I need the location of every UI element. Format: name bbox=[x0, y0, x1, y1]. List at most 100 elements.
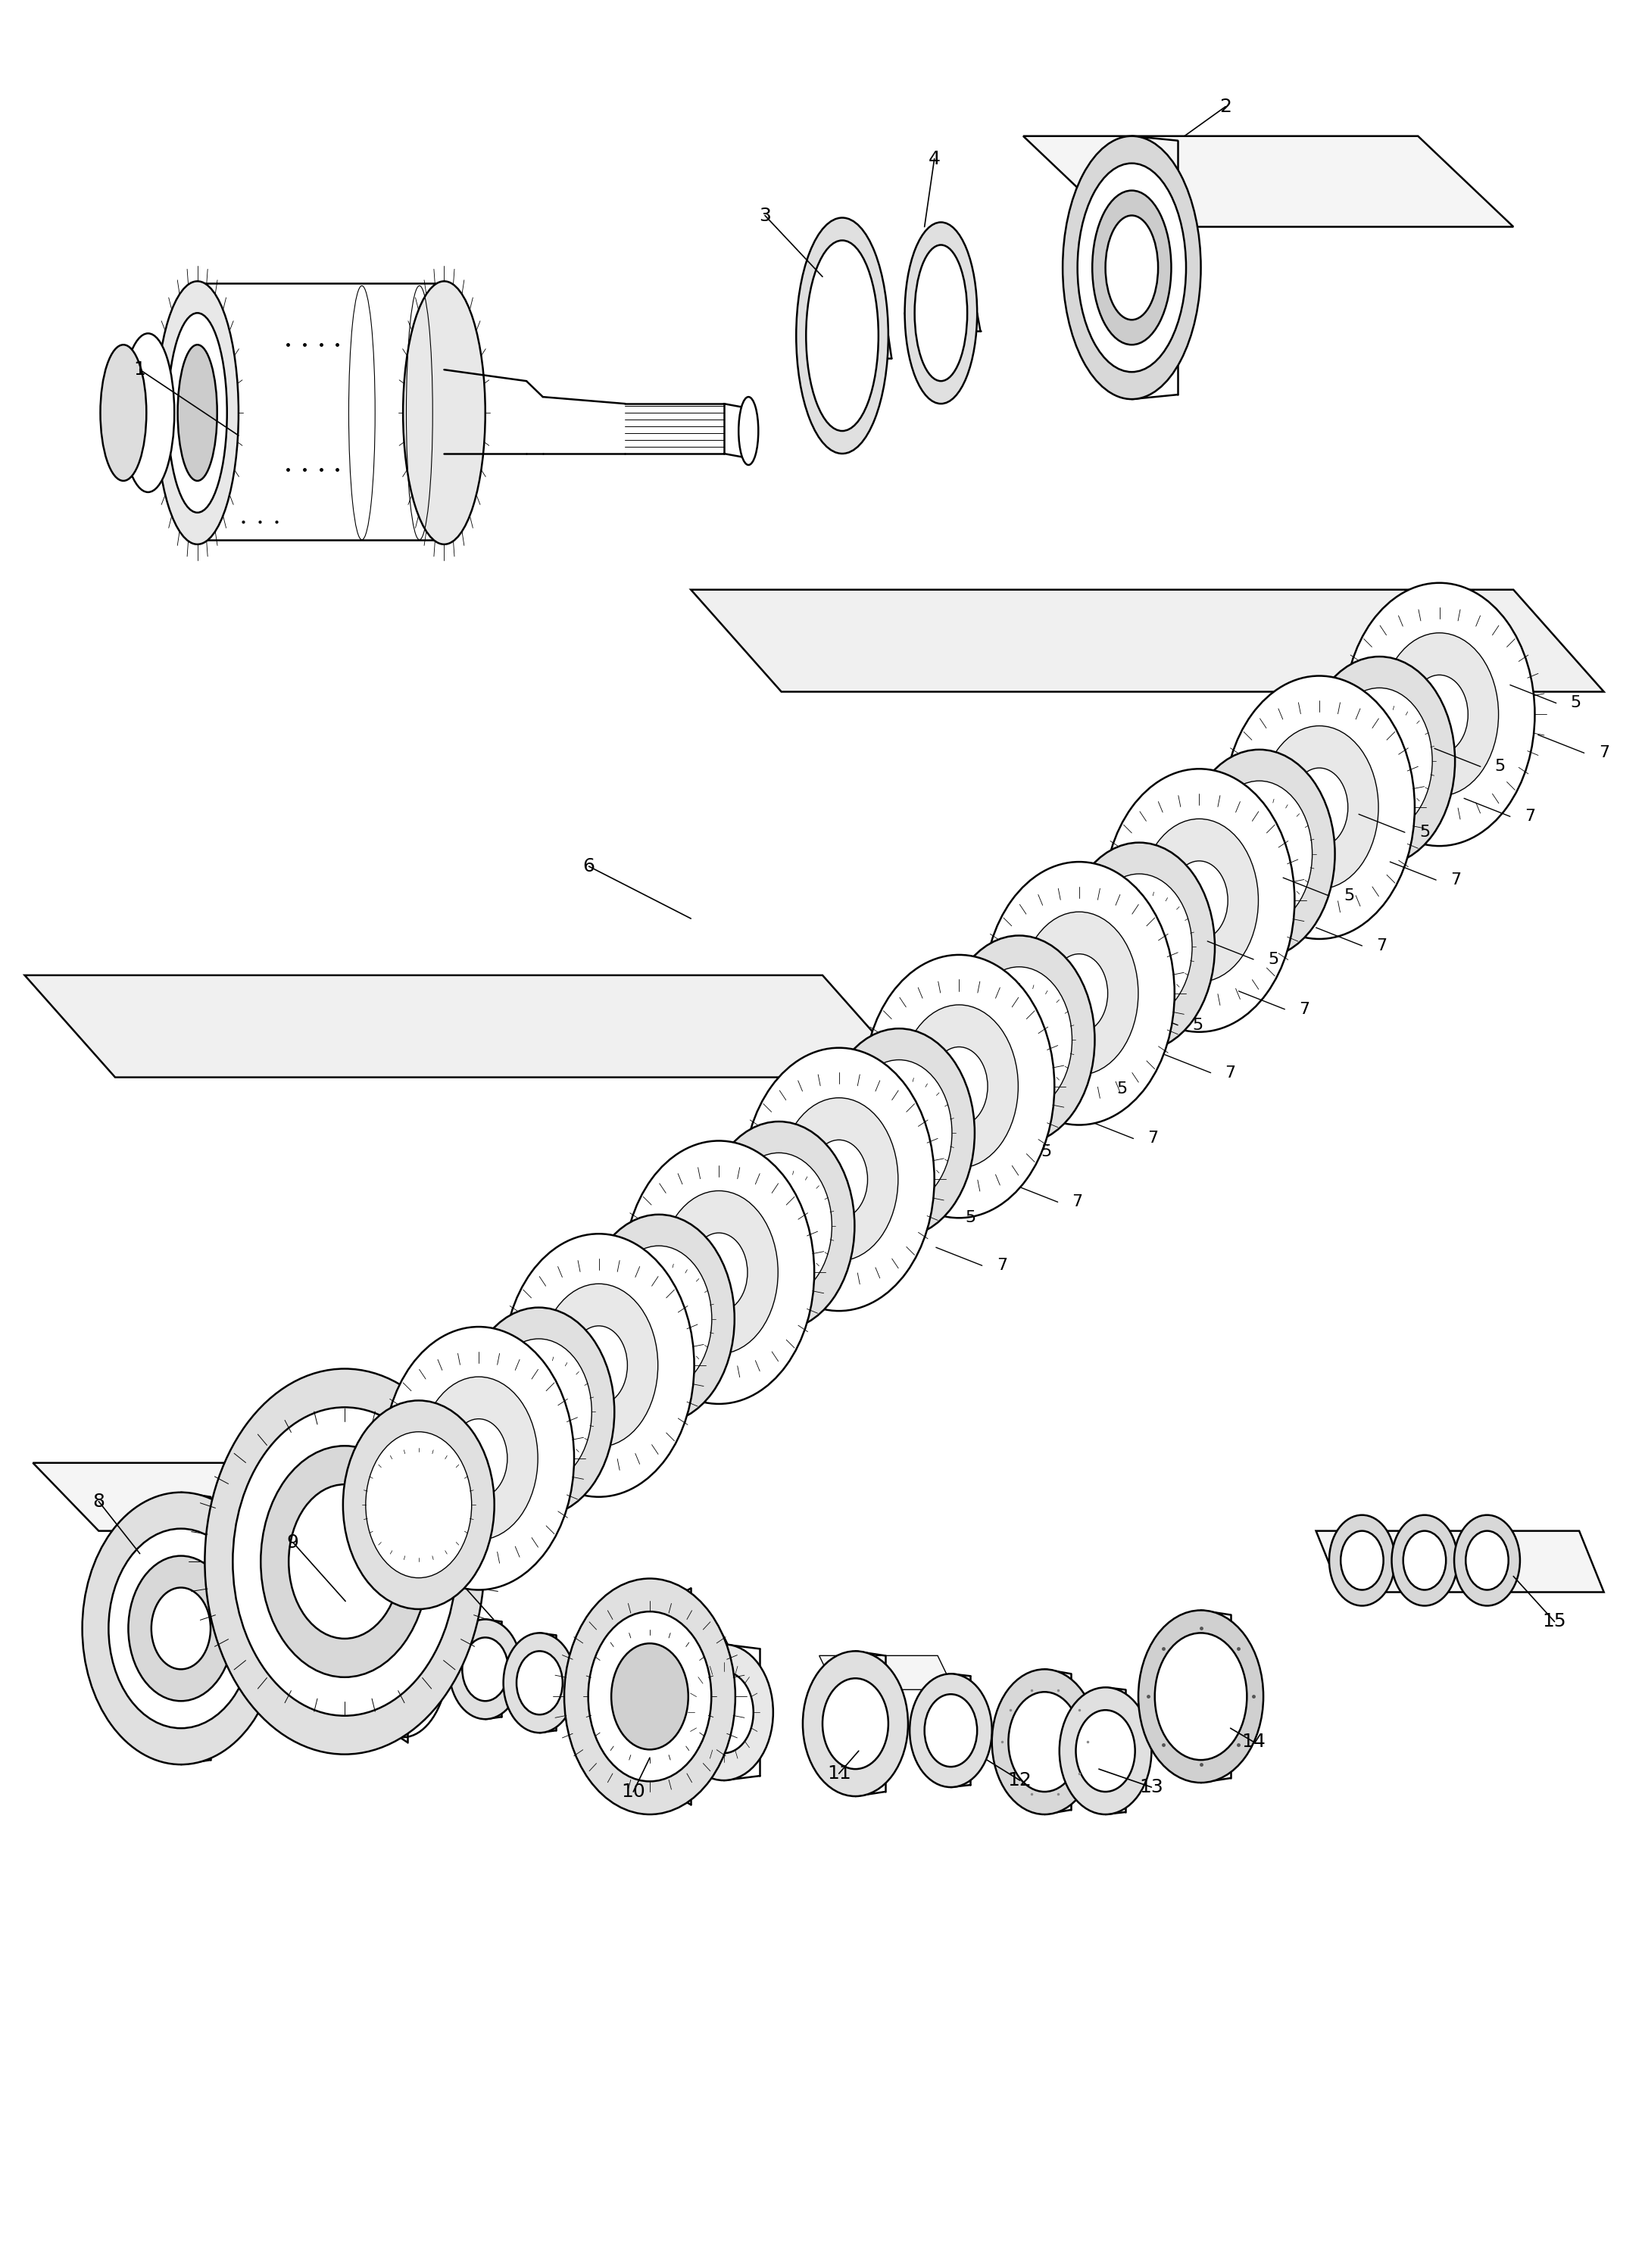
Ellipse shape bbox=[571, 1327, 627, 1404]
Ellipse shape bbox=[846, 1059, 952, 1207]
Ellipse shape bbox=[451, 1420, 507, 1497]
Ellipse shape bbox=[780, 1098, 898, 1261]
Polygon shape bbox=[33, 1463, 493, 1531]
Ellipse shape bbox=[694, 1672, 753, 1753]
Ellipse shape bbox=[178, 345, 217, 481]
Ellipse shape bbox=[485, 1338, 592, 1486]
Ellipse shape bbox=[82, 1492, 280, 1765]
Text: 9: 9 bbox=[286, 1533, 299, 1551]
Ellipse shape bbox=[803, 1651, 908, 1796]
Ellipse shape bbox=[517, 1651, 563, 1715]
Ellipse shape bbox=[1008, 1692, 1081, 1792]
Text: 7: 7 bbox=[1148, 1132, 1158, 1145]
Ellipse shape bbox=[290, 1483, 401, 1637]
Ellipse shape bbox=[1059, 1687, 1151, 1814]
Ellipse shape bbox=[540, 1284, 658, 1447]
Ellipse shape bbox=[128, 1556, 234, 1701]
Ellipse shape bbox=[1104, 769, 1295, 1032]
Ellipse shape bbox=[503, 1633, 576, 1733]
Polygon shape bbox=[819, 1656, 954, 1690]
Ellipse shape bbox=[1171, 862, 1227, 939]
Text: 3: 3 bbox=[758, 206, 772, 225]
Ellipse shape bbox=[1206, 780, 1313, 928]
Ellipse shape bbox=[584, 1216, 735, 1424]
Text: 1: 1 bbox=[133, 361, 146, 379]
Text: 7: 7 bbox=[1525, 810, 1535, 823]
Ellipse shape bbox=[503, 1234, 694, 1497]
Ellipse shape bbox=[966, 966, 1073, 1114]
Ellipse shape bbox=[691, 1234, 747, 1311]
Text: 7: 7 bbox=[1451, 873, 1461, 887]
Text: 7: 7 bbox=[1073, 1195, 1082, 1209]
Text: 13: 13 bbox=[1140, 1778, 1163, 1796]
Text: 7: 7 bbox=[1226, 1066, 1235, 1080]
Ellipse shape bbox=[1155, 1633, 1247, 1760]
Text: 5: 5 bbox=[1117, 1082, 1127, 1095]
Ellipse shape bbox=[1051, 955, 1107, 1032]
Text: 14: 14 bbox=[1242, 1733, 1265, 1751]
Ellipse shape bbox=[1086, 873, 1193, 1021]
Text: 10: 10 bbox=[622, 1783, 645, 1801]
Ellipse shape bbox=[234, 1406, 457, 1715]
Text: 5: 5 bbox=[1268, 953, 1278, 966]
Ellipse shape bbox=[1411, 676, 1467, 753]
Ellipse shape bbox=[1092, 191, 1171, 345]
Text: 5: 5 bbox=[1193, 1018, 1202, 1032]
Ellipse shape bbox=[824, 1027, 974, 1238]
Ellipse shape bbox=[156, 281, 239, 544]
Text: 5: 5 bbox=[1495, 760, 1505, 773]
Ellipse shape bbox=[462, 1637, 508, 1701]
Polygon shape bbox=[1023, 136, 1513, 227]
Ellipse shape bbox=[725, 1152, 832, 1300]
Ellipse shape bbox=[1063, 136, 1201, 399]
Ellipse shape bbox=[864, 955, 1054, 1218]
Text: 7: 7 bbox=[997, 1259, 1007, 1272]
Ellipse shape bbox=[905, 222, 977, 404]
Text: 5: 5 bbox=[1571, 696, 1581, 710]
Ellipse shape bbox=[122, 333, 174, 492]
Ellipse shape bbox=[984, 862, 1175, 1125]
Ellipse shape bbox=[1380, 633, 1499, 796]
Text: 7: 7 bbox=[1377, 939, 1387, 953]
Ellipse shape bbox=[151, 1588, 211, 1669]
Ellipse shape bbox=[740, 404, 757, 458]
Text: 12: 12 bbox=[429, 1551, 452, 1569]
Ellipse shape bbox=[419, 1377, 538, 1540]
Ellipse shape bbox=[910, 1674, 992, 1787]
Ellipse shape bbox=[1077, 163, 1186, 372]
Ellipse shape bbox=[660, 1191, 778, 1354]
Ellipse shape bbox=[383, 1327, 574, 1590]
Text: 6: 6 bbox=[582, 857, 595, 875]
Text: 7: 7 bbox=[1599, 746, 1609, 760]
Ellipse shape bbox=[109, 1529, 253, 1728]
Text: 5: 5 bbox=[966, 1211, 975, 1225]
Ellipse shape bbox=[1063, 841, 1214, 1050]
Ellipse shape bbox=[1303, 658, 1456, 864]
Ellipse shape bbox=[744, 1048, 934, 1311]
Polygon shape bbox=[1316, 1531, 1604, 1592]
Text: 5: 5 bbox=[1041, 1145, 1051, 1159]
Text: 11: 11 bbox=[827, 1765, 850, 1783]
Polygon shape bbox=[25, 975, 913, 1077]
Ellipse shape bbox=[403, 281, 485, 544]
Ellipse shape bbox=[589, 1613, 711, 1780]
Ellipse shape bbox=[811, 1141, 867, 1218]
Ellipse shape bbox=[1403, 1531, 1446, 1590]
Ellipse shape bbox=[1329, 1515, 1395, 1606]
Ellipse shape bbox=[1291, 769, 1347, 846]
Ellipse shape bbox=[1326, 687, 1433, 835]
Ellipse shape bbox=[1341, 1531, 1383, 1590]
Ellipse shape bbox=[1454, 1515, 1520, 1606]
Ellipse shape bbox=[992, 1669, 1097, 1814]
Ellipse shape bbox=[943, 934, 1096, 1143]
Ellipse shape bbox=[739, 397, 758, 465]
Ellipse shape bbox=[449, 1619, 521, 1719]
Text: 7: 7 bbox=[1300, 1002, 1309, 1016]
Ellipse shape bbox=[1344, 583, 1535, 846]
Ellipse shape bbox=[924, 1694, 977, 1767]
Ellipse shape bbox=[1140, 819, 1258, 982]
Ellipse shape bbox=[1392, 1515, 1457, 1606]
Ellipse shape bbox=[1184, 748, 1336, 957]
Ellipse shape bbox=[344, 1399, 495, 1610]
Text: 5: 5 bbox=[1344, 889, 1354, 903]
